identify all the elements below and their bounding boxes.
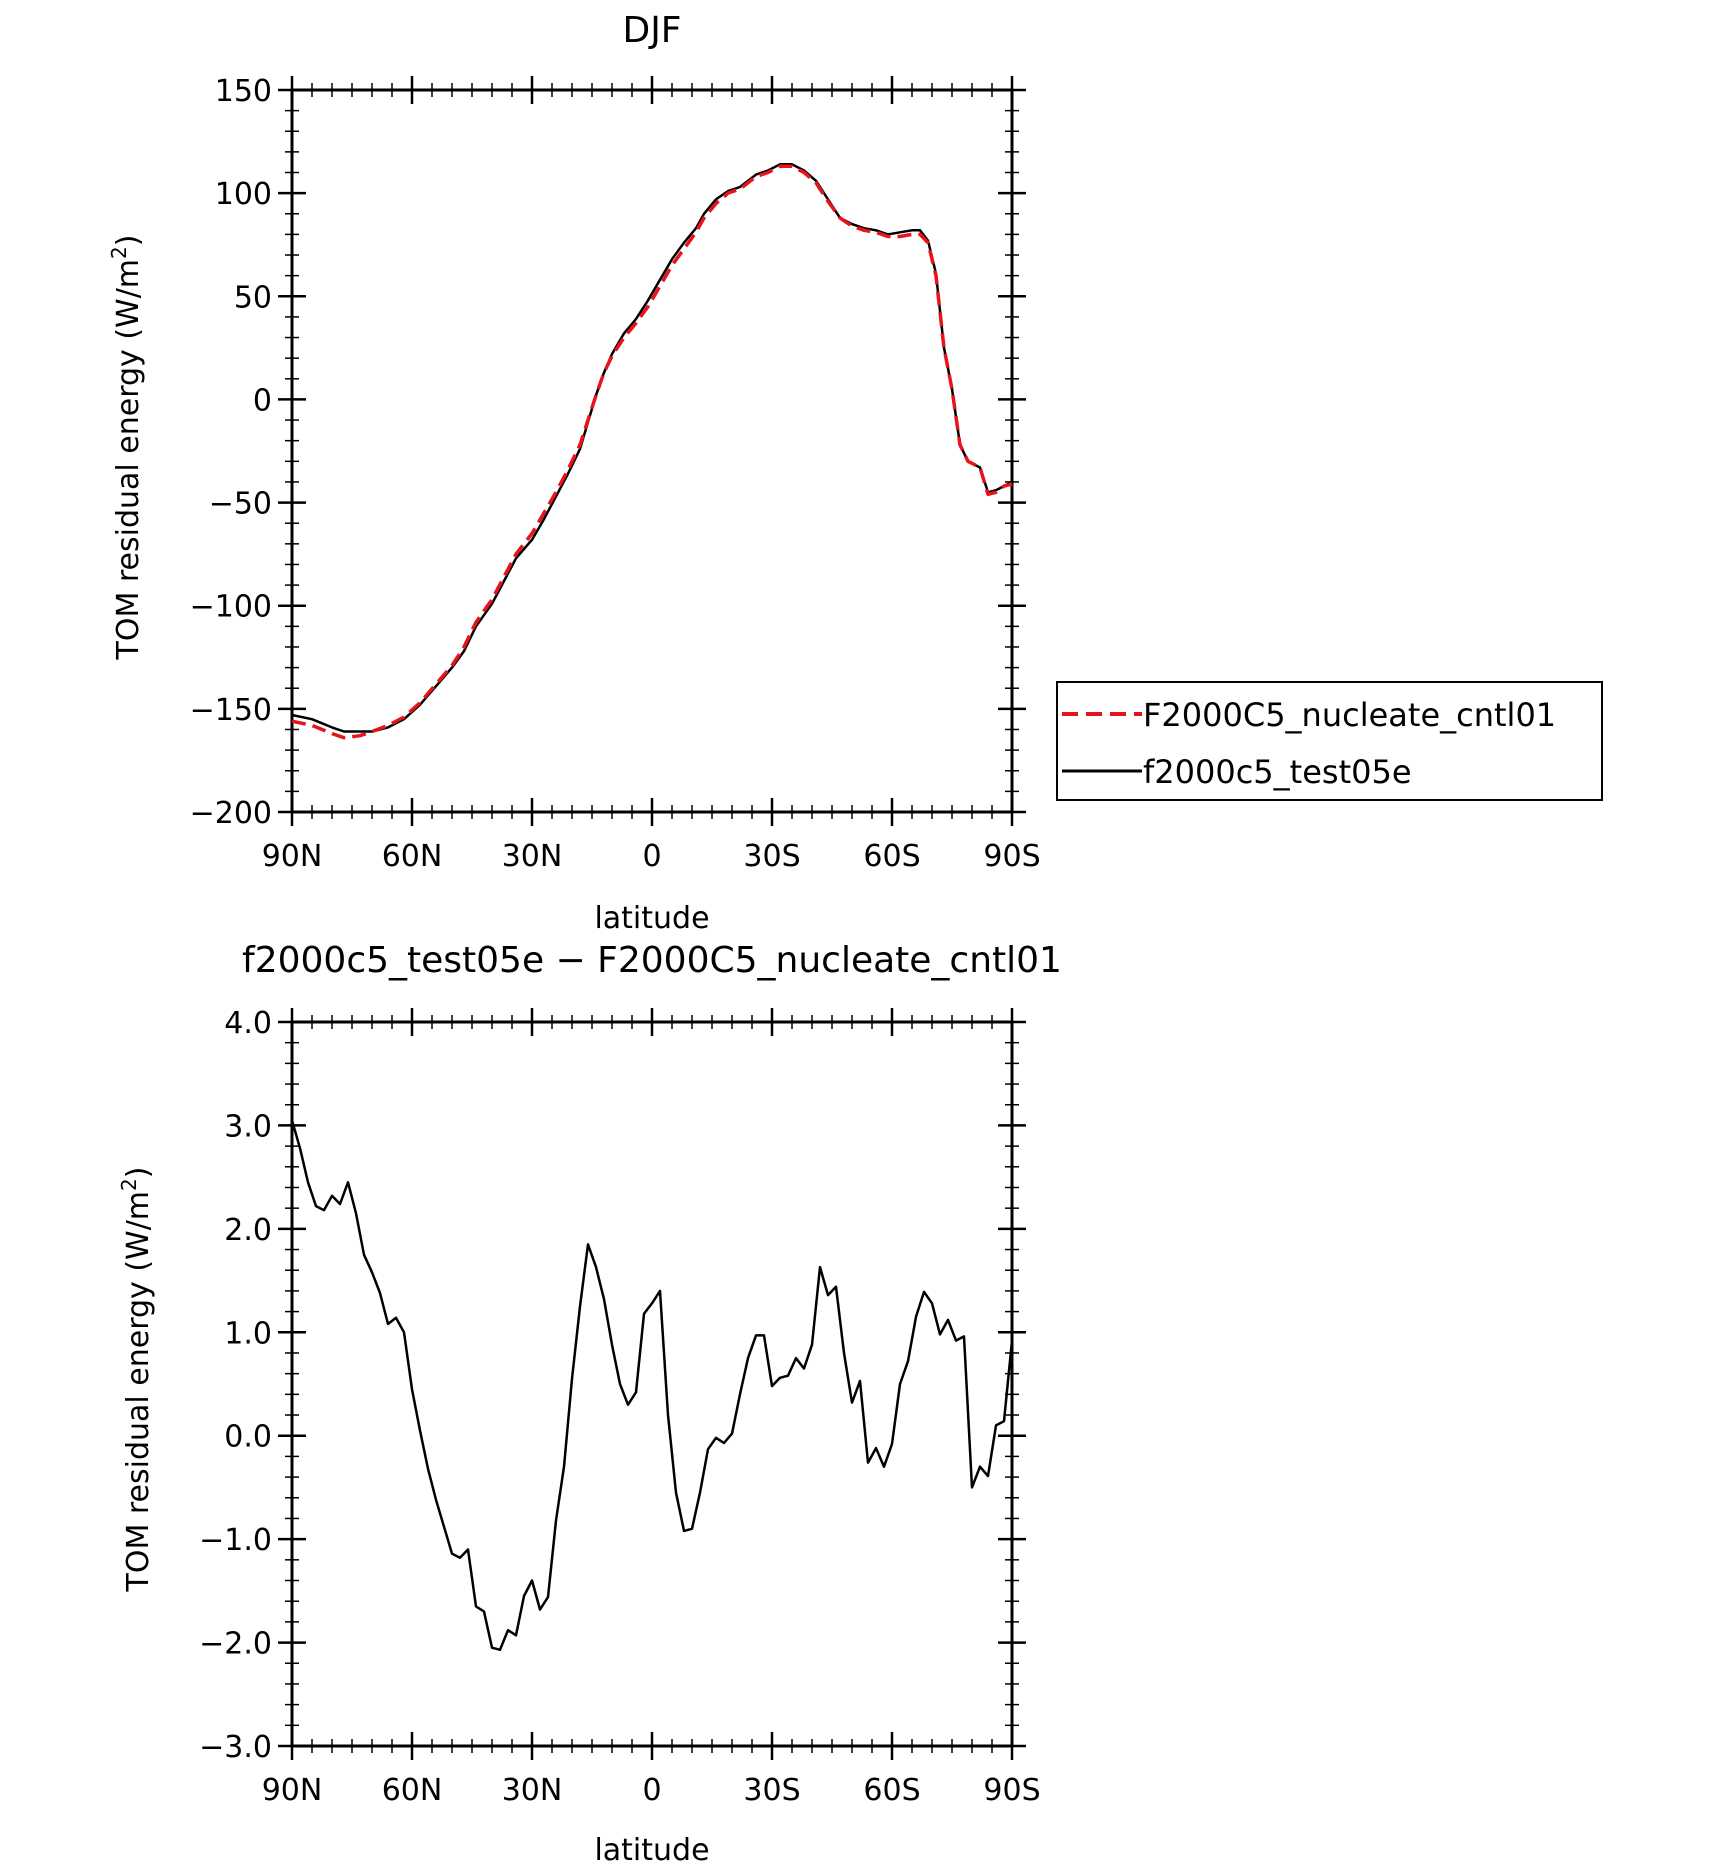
y-tick-label: 2.0 [224, 1213, 272, 1248]
legend-box [1056, 681, 1603, 801]
legend-label-cntl01: F2000C5_nucleate_cntl01 [1143, 696, 1556, 734]
y-tick-labels: 150 100 50 0 −50 −100 −150 −200 [190, 74, 272, 831]
x-axis-label: latitude [594, 1833, 709, 1866]
chart-top: DJF 150 100 50 0 −50 −100 −150 −200 90N 60N 30N 0 3… [107, 10, 1603, 936]
y-tick-label: −3.0 [199, 1730, 272, 1765]
x-tick-label: 90S [983, 1773, 1040, 1808]
tick-marks [278, 76, 1026, 826]
x-tick-label: 0 [642, 839, 661, 874]
x-tick-label: 90N [262, 839, 323, 874]
series-line [290, 1119, 1014, 1652]
x-tick-label: 30S [743, 839, 800, 874]
x-tick-label: 30N [502, 839, 563, 874]
x-tick-label: 0 [642, 1773, 661, 1808]
legend: F2000C5_nucleate_cntl01 f2000c5_test05e [1056, 681, 1603, 801]
x-tick-label: 60S [863, 839, 920, 874]
chart-title: DJF [622, 10, 681, 51]
y-tick-label: 0 [253, 383, 272, 418]
y-tick-label: −50 [209, 487, 272, 522]
x-axis-label: latitude [594, 901, 709, 936]
y-axis-label-sup: 2 [117, 1178, 141, 1191]
y-tick-label: −200 [190, 796, 272, 831]
y-tick-labels: 4.0 3.0 2.0 1.0 0.0 −1.0 −2.0 −3.0 [199, 1006, 272, 1765]
series-group [290, 1119, 1014, 1652]
y-axis-label-main: TOM residual energy (W/m [121, 1191, 156, 1593]
x-tick-label: 60N [382, 1773, 443, 1808]
y-axis-label-tail: ) [121, 1167, 156, 1179]
y-tick-label: 150 [215, 74, 272, 109]
chart-title: f2000c5_test05e − F2000C5_nucleate_cntl0… [242, 940, 1062, 981]
y-tick-label: −100 [190, 590, 272, 625]
y-axis-label: TOM residual energy (W/m2) [117, 1167, 156, 1593]
series-group [291, 163, 1013, 740]
y-tick-label: −1.0 [199, 1523, 272, 1558]
tick-marks [278, 1008, 1026, 1760]
y-tick-label: 1.0 [224, 1316, 272, 1351]
x-tick-label: 30N [502, 1773, 563, 1808]
x-tick-label: 90S [983, 839, 1040, 874]
y-tick-label: 0.0 [224, 1420, 272, 1455]
y-tick-label: 3.0 [224, 1109, 272, 1144]
y-tick-label: 4.0 [224, 1006, 272, 1041]
y-tick-label: 50 [234, 280, 272, 315]
y-axis-label-main: TOM residual energy (W/m [111, 259, 146, 661]
legend-label-test05e: f2000c5_test05e [1143, 753, 1412, 791]
y-tick-label: −150 [190, 693, 272, 728]
y-axis-label-tail: ) [111, 235, 146, 247]
x-tick-labels: 90N 60N 30N 0 30S 60S 90S [262, 1773, 1041, 1808]
plot-frame [290, 1020, 1014, 1748]
x-tick-label: 60N [382, 839, 443, 874]
x-tick-label: 30S [743, 1773, 800, 1808]
chart-bottom: f2000c5_test05e − F2000C5_nucleate_cntl0… [117, 940, 1062, 1866]
x-tick-label: 60S [863, 1773, 920, 1808]
y-axis-label-sup: 2 [107, 246, 131, 259]
y-tick-label: −2.0 [199, 1627, 272, 1662]
y-axis-label: TOM residual energy (W/m2) [107, 235, 146, 661]
x-tick-labels: 90N 60N 30N 0 30S 60S 90S [262, 839, 1041, 874]
series-line [291, 164, 1013, 740]
plot-frame [290, 88, 1014, 814]
x-tick-label: 90N [262, 1773, 323, 1808]
series-line [291, 163, 1013, 733]
y-tick-label: 100 [215, 177, 272, 212]
